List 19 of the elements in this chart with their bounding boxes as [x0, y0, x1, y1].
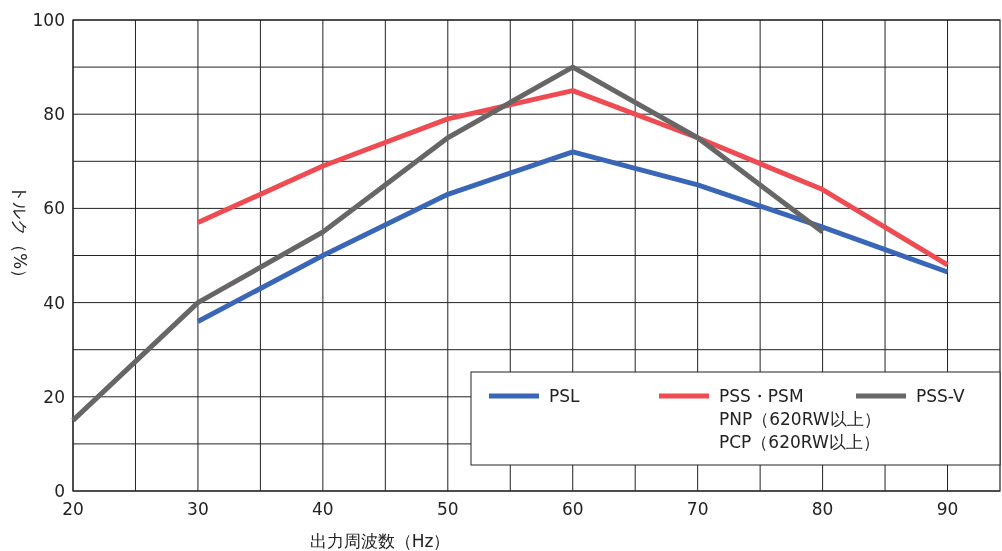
x-tick-label: 40 — [312, 499, 334, 519]
y-tick-label: 100 — [32, 10, 65, 30]
y-axis-title: トルク（%） — [10, 184, 30, 287]
y-tick-label: 40 — [43, 292, 65, 313]
x-axis-title: 出力周波数（Hz） — [309, 531, 451, 551]
x-tick-label: 70 — [686, 499, 709, 519]
x-tick-label: 60 — [561, 499, 584, 519]
legend-label: PSS・PSM PNP（620RW以上） PCP（620RW以上） — [719, 386, 881, 452]
legend-label: PSL — [549, 386, 581, 406]
y-tick-label: 80 — [43, 104, 65, 125]
x-tick-label: 80 — [811, 499, 834, 519]
x-tick-label: 90 — [936, 499, 959, 519]
y-tick-label: 0 — [54, 481, 65, 501]
y-tick-label: 60 — [43, 198, 65, 219]
legend-label: PSS-V — [916, 386, 965, 406]
x-tick-label: 20 — [62, 499, 84, 519]
x-tick-label: 50 — [436, 499, 459, 519]
x-tick-label: 30 — [187, 499, 209, 519]
y-tick-label: 20 — [43, 386, 65, 407]
